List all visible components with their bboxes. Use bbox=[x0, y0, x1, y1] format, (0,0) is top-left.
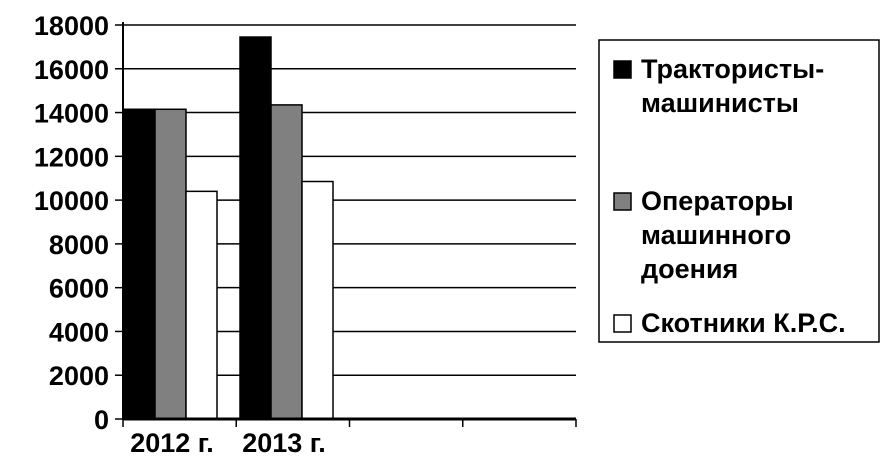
y-tick-label-14000: 14000 bbox=[34, 99, 109, 129]
y-tick-label-4000: 4000 bbox=[49, 317, 109, 347]
legend-label-3-line-1: Скотники К.Р.С. bbox=[641, 308, 846, 338]
legend-label-1-line-1: Трактористы- bbox=[641, 54, 824, 84]
bar-2-1 bbox=[154, 108, 187, 420]
bars bbox=[123, 36, 334, 420]
y-tick-label-6000: 6000 bbox=[49, 274, 109, 304]
y-tick-label-2000: 2000 bbox=[49, 361, 109, 391]
x-axis-category-labels: 2012 г. 2013 г. bbox=[130, 428, 326, 458]
bar-3-1 bbox=[185, 190, 218, 420]
legend-swatch-1 bbox=[613, 60, 632, 79]
bar-3-2 bbox=[301, 180, 334, 420]
bar-1-1 bbox=[123, 108, 156, 420]
x-category-label-2: 2013 г. bbox=[242, 428, 326, 458]
y-tick-label-10000: 10000 bbox=[34, 186, 109, 216]
legend-label-1-line-2: машинисты bbox=[641, 88, 799, 118]
bar-2-2 bbox=[270, 104, 303, 420]
legend-label-2-line-1: Операторы bbox=[641, 186, 794, 216]
legend-swatch-2 bbox=[613, 192, 632, 211]
legend-box bbox=[598, 39, 880, 343]
legend-label-2-line-2: машинного bbox=[641, 220, 791, 250]
legend-swatch-3 bbox=[613, 314, 632, 333]
x-category-label-1: 2012 г. bbox=[130, 428, 214, 458]
y-tick-label-0: 0 bbox=[94, 405, 109, 435]
y-tick-label-8000: 8000 bbox=[49, 230, 109, 260]
bar-1-2 bbox=[239, 36, 272, 420]
y-axis-tick-labels: 0 2000 4000 6000 8000 10000 12000 14000 16000 180… bbox=[34, 11, 109, 435]
y-tick-label-16000: 16000 bbox=[34, 55, 109, 85]
axes bbox=[115, 22, 577, 427]
y-tick-label-12000: 12000 bbox=[34, 142, 109, 172]
y-tick-label-18000: 18000 bbox=[34, 11, 109, 41]
legend-label-2-line-3: доения bbox=[641, 254, 738, 284]
legend: Трактористы-машинисты Операторы машинного д… bbox=[598, 39, 880, 343]
